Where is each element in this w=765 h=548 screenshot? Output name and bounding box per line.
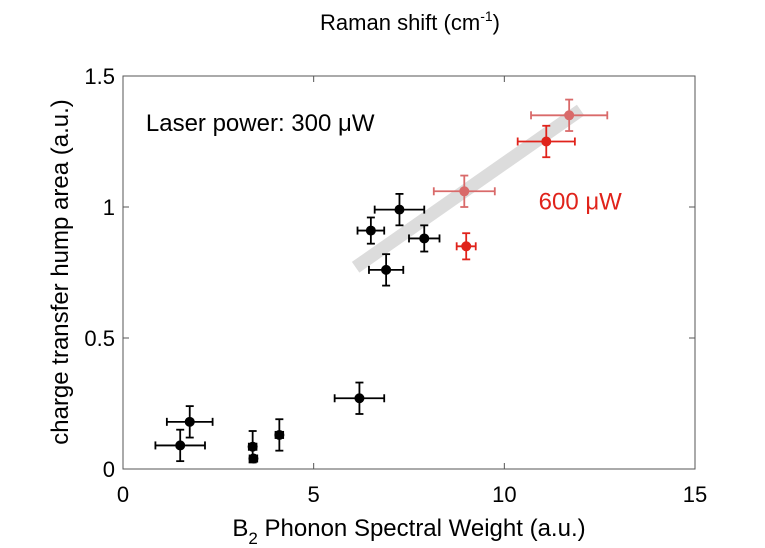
data-point [333,381,386,415]
data-point [154,428,206,463]
x-tick-label: 15 [683,482,707,507]
data-marker [365,225,376,236]
chart-annotation: 600 μW [539,189,623,216]
data-point [455,232,477,261]
plot-frame [122,75,696,470]
data-point [165,405,214,439]
x-tick-label: 10 [492,482,516,507]
x-axis-title: B2 Phonon Spectral Weight (a.u.) [232,515,585,548]
data-point [248,453,259,464]
data-marker [461,241,472,252]
data-point [516,124,576,159]
data-marker [354,393,365,404]
data-marker [419,233,430,244]
data-marker [394,204,405,215]
data-marker [274,429,285,440]
data-marker [381,264,392,275]
y-tick-label: 0.5 [84,326,115,351]
data-point [432,174,496,208]
data-point [530,98,609,132]
data-marker [184,416,195,427]
x-tick-label: 0 [117,482,129,507]
data-point [368,253,405,287]
data-marker [541,136,552,147]
data-point [356,216,386,245]
data-marker [459,186,470,197]
x-tick-label: 5 [308,482,320,507]
y-tick-label: 0 [103,457,115,482]
data-point [408,224,441,253]
data-point [274,418,285,452]
data-marker [564,110,575,121]
top-axis-title: Raman shift (cm-1) [320,8,500,35]
data-marker [247,441,258,452]
data-point [373,192,426,227]
y-tick-label: 1.5 [84,64,115,89]
chart-annotation: Laser power: 300 μW [146,110,375,137]
data-marker [175,440,186,451]
y-axis-title: charge transfer hump area (a.u.) [47,99,74,445]
y-tick-label: 1 [103,195,115,220]
data-marker [248,453,259,464]
